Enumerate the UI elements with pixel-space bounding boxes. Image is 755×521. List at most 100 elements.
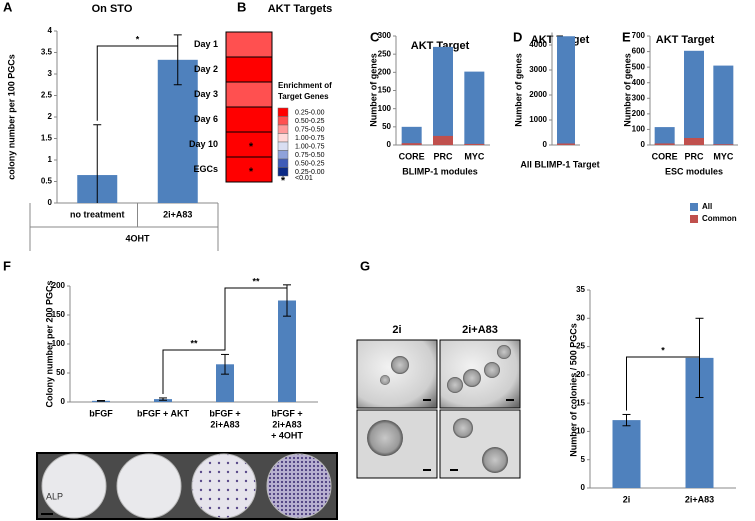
y-axis-label: Number of colonies / 500 PGCs [568,323,578,457]
group-label: 4OHT [125,233,150,243]
y-tick-label: 0 [61,397,66,406]
image-label: 2i [392,324,401,336]
row-label: Day 10 [189,139,218,149]
x-axis-label: BLIMP-1 modules [402,166,478,176]
y-tick-label: 2.5 [41,91,53,100]
legend-title: Target Genes [278,92,329,101]
y-tick-label: 500 [632,62,646,71]
y-tick-label: 0 [543,140,548,149]
y-tick-label: 150 [52,310,66,319]
legend-swatch [277,167,289,177]
y-tick-label: 0 [387,140,392,149]
legend-label: Common [702,214,737,223]
y-tick-label: 3000 [529,65,547,74]
panel-label: G [360,258,370,273]
row-label: EGCs [193,164,218,174]
bar [557,36,575,145]
bar [433,135,453,145]
legend-swatch [690,203,698,211]
panel-label: D [513,29,522,44]
bar [433,46,453,145]
cell-mark: * [249,166,254,178]
x-tick-label: CORE [652,151,678,161]
bar [654,127,675,145]
heat-cell [225,31,273,58]
legend-label: 1.00-0.75 [295,135,325,142]
chart-title: AKT Target [411,40,470,52]
significance-bracket [162,349,226,394]
significance-bracket [96,45,178,121]
x-axis-label: All BLIMP-1 Target [520,159,599,169]
y-tick-label: 1 [48,155,53,164]
bar [684,50,704,145]
y-tick-label: 10 [576,427,585,436]
x-tick-label: PRC [684,151,704,161]
x-tick-label: bFGF [89,408,113,418]
y-tick-label: 0 [641,140,646,149]
y-tick-label: 0 [581,483,586,492]
significance-label: * [136,34,140,44]
y-tick-label: 3.5 [41,48,53,57]
y-tick-label: 300 [378,31,392,40]
y-tick-label: 300 [632,93,646,102]
heat-cell [225,56,273,83]
y-tick-label: 250 [378,49,392,58]
bar [278,300,296,402]
bar [557,143,575,145]
bar [216,364,234,402]
legend-label: 0.25-0.00 [295,109,325,116]
significance-bracket [626,356,700,411]
row-label: Day 1 [194,39,218,49]
y-tick-label: 700 [632,31,646,40]
y-axis-label: Number of genes [368,53,378,127]
chart-title: AKT Target [656,34,715,46]
y-tick-label: 0 [48,198,53,207]
error-bar [283,284,291,317]
legend-symbol: * [281,175,286,187]
significance-label: ** [190,338,198,348]
bar [401,126,422,145]
panel-label: B [237,0,246,14]
y-tick-label: 150 [378,86,392,95]
image-label: ALP [46,491,63,501]
y-tick-label: 2000 [529,90,547,99]
x-tick-label: CORE [399,151,425,161]
y-tick-label: 200 [52,281,66,290]
y-tick-label: 3 [48,69,53,78]
x-tick-label: MYC [713,151,734,161]
y-axis-label: Number of genes [513,53,523,127]
cell-mark: * [249,141,254,153]
bar [401,143,422,145]
row-label: Day 3 [194,89,218,99]
legend-label: All [702,202,712,211]
heat-cell [225,81,273,108]
legend-title: Enrichment of [278,81,332,90]
colony-images: 2i 2i+A83 [356,324,521,479]
chart-title: On STO [92,3,133,15]
chart-title: AKT Targets [268,3,333,15]
legend-swatch [277,124,289,134]
x-tick-label: 2i+A83 [272,419,301,429]
error-bar [93,124,102,203]
y-tick-label: 100 [378,104,392,113]
x-tick-label: + 4OHT [271,430,303,440]
x-tick-label: bFGF + [271,408,302,418]
x-tick-label: 2i+A83 [685,494,714,504]
legend-label: 0.50-0.25 [295,118,325,125]
heat-cell [225,106,273,133]
y-tick-label: 100 [52,339,66,348]
row-label: Day 6 [194,114,218,124]
row-label: Day 2 [194,64,218,74]
bar [684,137,704,145]
y-axis-label: Number of genes [622,53,632,127]
panel-label: E [622,29,631,44]
legend-swatch [277,158,289,168]
x-tick-label: 2i+A83 [163,209,192,219]
y-axis-label: colony number per 100 PGCs [6,54,16,180]
error-bar [159,397,167,401]
legend-swatch [277,141,289,151]
y-tick-label: 1000 [529,115,547,124]
y-tick-label: 4000 [529,40,547,49]
legend-swatch [690,215,698,223]
